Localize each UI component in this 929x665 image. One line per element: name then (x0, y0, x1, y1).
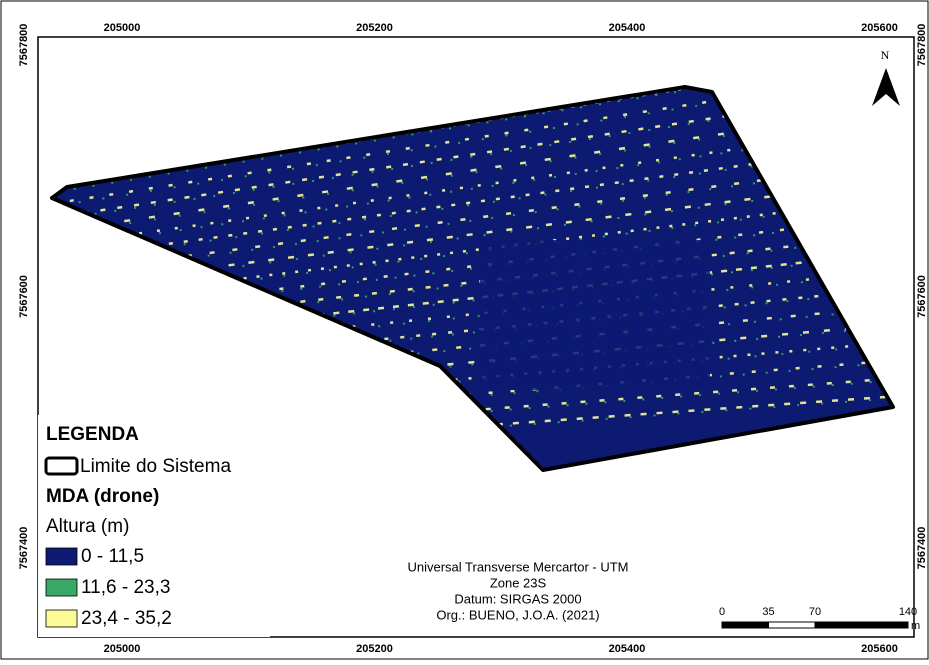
y-coordinate-label: 7567800 (916, 24, 928, 67)
credit-line: Org.: BUENO, J.O.A. (2021) (436, 607, 599, 622)
class-swatch (46, 548, 77, 565)
class-swatch (46, 579, 77, 596)
x-coordinate-label: 205600 (861, 22, 898, 34)
credit-line: Datum: SIRGAS 2000 (454, 591, 581, 606)
class-label: 23,4 - 35,2 (81, 608, 172, 629)
legend-title: LEGENDA (46, 424, 139, 445)
legend-field: Altura (m) (46, 516, 129, 537)
x-coordinate-label: 205000 (104, 643, 141, 655)
scale-label: 140 (899, 606, 917, 618)
y-coordinate-label: 7567400 (18, 527, 30, 570)
legend: LEGENDA Limite do Sistema MDA (drone) Al… (38, 415, 270, 637)
x-coordinate-label: 205200 (356, 643, 393, 655)
class-label: 11,6 - 23,3 (81, 577, 170, 598)
map-page: N LEGENDA Limite do Sistema MDA (drone) … (0, 0, 929, 660)
scale-segment (722, 622, 769, 628)
y-coordinate-label: 7567400 (916, 527, 928, 570)
scale-segment (815, 622, 908, 628)
x-coordinate-label: 205400 (609, 643, 646, 655)
north-label: N (881, 48, 890, 62)
credit-line: Zone 23S (490, 575, 547, 590)
scale-label: 70 (809, 606, 821, 618)
scale-segment (769, 622, 816, 628)
x-coordinate-label: 205000 (104, 22, 141, 34)
x-coordinate-label: 205200 (356, 22, 393, 34)
x-coordinate-label: 205400 (609, 22, 646, 34)
legend-label: Limite do Sistema (80, 456, 231, 477)
scale-unit: m (911, 620, 920, 632)
y-coordinate-label: 7567600 (18, 275, 30, 318)
class-label: 0 - 11,5 (81, 546, 144, 567)
scale-label: 0 (719, 606, 725, 618)
y-coordinate-label: 7567600 (916, 275, 928, 318)
class-swatch (46, 610, 77, 627)
legend-layer: MDA (drone) (46, 486, 159, 507)
y-coordinate-label: 7567800 (18, 24, 30, 67)
x-coordinate-label: 205600 (861, 643, 898, 655)
credit-line: Universal Transverse Mercartor - UTM (407, 559, 628, 574)
boundary-swatch (46, 458, 77, 474)
scale-label: 35 (762, 606, 774, 618)
dark-patch (480, 240, 710, 390)
